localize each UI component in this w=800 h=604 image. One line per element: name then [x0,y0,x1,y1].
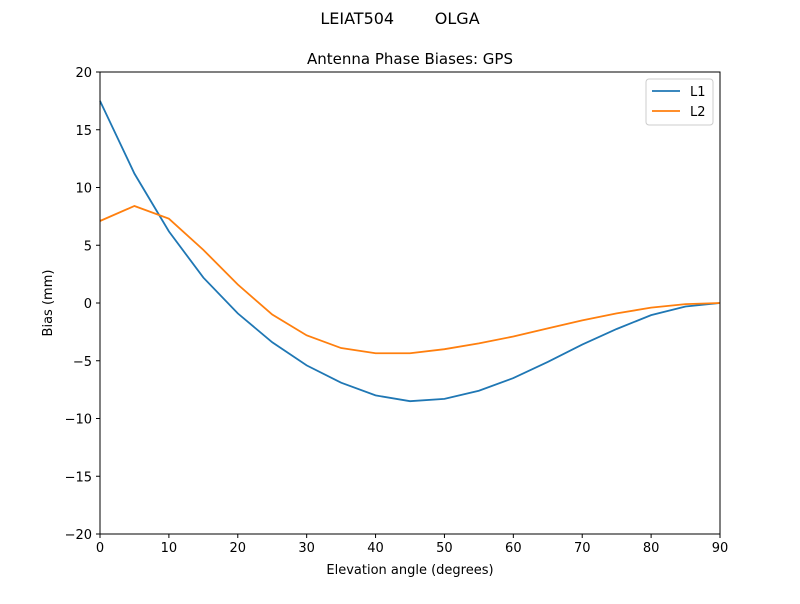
y-tick-label: 5 [84,239,92,254]
x-tick-label: 70 [574,541,591,556]
x-tick-label: 0 [96,541,104,556]
series-line-L1 [99,100,721,403]
y-tick-label: 15 [75,124,92,139]
legend-label: L2 [690,105,706,120]
legend-label: L1 [690,85,706,100]
x-tick-label: 60 [505,541,522,556]
plot-frame [99,71,721,535]
x-tick-label: 80 [643,541,660,556]
y-tick-label: 0 [84,297,92,312]
x-tick-label: 40 [367,541,384,556]
y-tick-label: −5 [73,355,92,370]
y-tick-label: 10 [75,182,92,197]
y-axis-label: Bias (mm) [41,270,56,337]
x-tick-label: 50 [436,541,453,556]
y-tick-label: −10 [65,413,92,428]
suptitle: LEIAT504 OLGA [320,9,479,28]
y-tick-label: 20 [75,66,92,81]
y-tick-label: −20 [65,528,92,543]
x-tick-label: 90 [712,541,729,556]
y-tick-label: −15 [65,470,92,485]
x-axis-label: Elevation angle (degrees) [326,563,493,578]
chart-title: Antenna Phase Biases: GPS [307,50,513,68]
x-tick-label: 10 [161,541,178,556]
x-tick-label: 20 [230,541,247,556]
x-tick-label: 30 [298,541,315,556]
series-line-L2 [99,205,721,355]
